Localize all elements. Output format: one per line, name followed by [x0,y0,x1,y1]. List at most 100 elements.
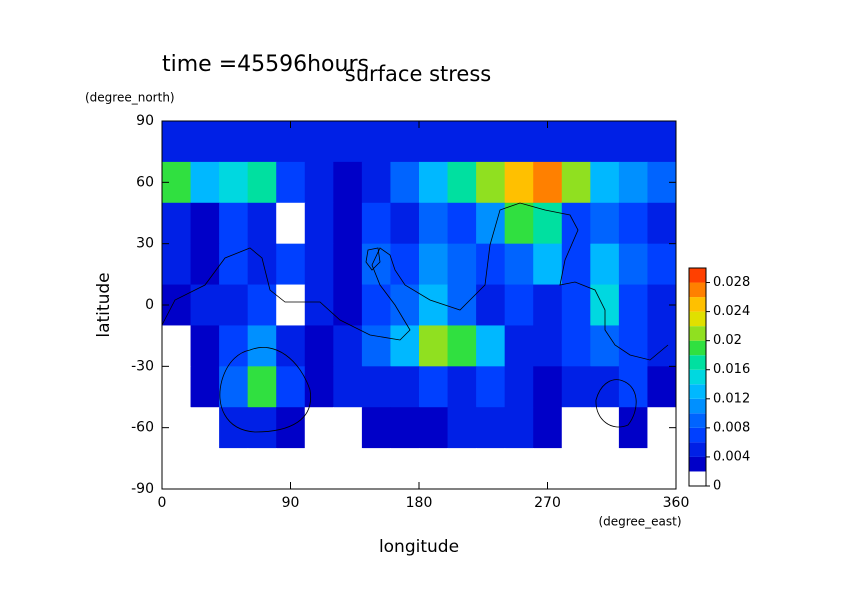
field-cell [219,243,249,286]
colorbar-band [689,456,706,472]
field-cell [162,325,192,367]
field-cell [361,407,391,449]
field-cell [476,243,506,286]
field-cell [190,161,220,204]
coastlines [161,202,669,433]
field-cell [419,121,449,163]
colorbar-band [689,369,706,385]
field-cell [561,448,591,490]
field-cell [390,366,420,408]
colorbar-tick-label: 0.016 [713,362,750,377]
field-cell [504,448,534,490]
field-cell [390,243,420,286]
field-cell [647,448,677,490]
field-cell [304,366,334,408]
field-cell [276,366,306,408]
field-cell [533,243,563,286]
field-cell [247,161,277,204]
field-cell [304,161,334,204]
field-cell [361,243,391,286]
field-cell [447,284,477,326]
field-cell [561,121,591,163]
field-cell [361,325,391,367]
field-cell [447,243,477,286]
field-cell [419,407,449,449]
chart-title: surface stress [345,62,491,86]
field-cell [276,243,306,286]
field-cell [618,161,648,204]
field-cell [647,325,677,367]
x-tick-label: 90 [282,495,300,511]
colorbar-band [689,427,706,443]
field-cell [390,121,420,163]
field-cell [276,407,306,449]
field-cell [333,448,363,490]
field-cell [190,366,220,408]
field-cell [419,284,449,326]
field-cell [390,448,420,490]
colorbar-band [689,442,706,457]
field-cell [162,448,192,490]
colorbar-tick-label: 0.008 [713,420,750,435]
field-cell [561,161,591,204]
field-cell [190,407,220,449]
field-cell [618,284,648,326]
colorbar-band [689,268,706,283]
field-cell [504,284,534,326]
field-cell [476,284,506,326]
field-cell [162,202,192,245]
field-cell [533,161,563,204]
field-cell [504,407,534,449]
field-cell [247,202,277,245]
field-cell [476,407,506,449]
field-cell [219,407,249,449]
field-cell [304,407,334,449]
y-tick-label: -90 [131,481,154,497]
field-cell [247,325,277,367]
field-cell [419,161,449,204]
field-cell [561,366,591,408]
field-cell [390,202,420,245]
field-cell [304,284,334,326]
field-cell [333,161,363,204]
colorbar-tick-label: 0.012 [713,391,750,406]
field-cell [333,407,363,449]
colorbar-band [689,471,706,486]
colorbar-tick-label: 0.02 [713,333,742,348]
y-tick-label: -60 [131,420,154,436]
field-cell [361,161,391,204]
field-cell [219,325,249,367]
x-tick-label: 270 [534,495,561,511]
field-cell [476,366,506,408]
colorbar-band [689,326,706,341]
field-cell [618,325,648,367]
field-cell [590,448,620,490]
field-cell [219,202,249,245]
field-cell [304,202,334,245]
field-cell [247,284,277,326]
field-cell [304,121,334,163]
field-cell [190,448,220,490]
field-cell [361,366,391,408]
coast [365,247,381,271]
colorbar-frame [688,267,707,487]
field-cell [533,325,563,367]
field-cell [190,243,220,286]
field-cell [590,121,620,163]
field-cell [219,284,249,326]
field-cell [618,121,648,163]
colorbar-tick-label: 0.004 [713,449,750,464]
field-cell [162,243,192,286]
colorbar-band [689,384,706,399]
field-cell [647,366,677,408]
field-cell [247,448,277,490]
field-cell [361,284,391,326]
field-cell [618,407,648,449]
field-cell [219,366,249,408]
field-cell [647,121,677,163]
x-tick-label: 0 [158,495,167,511]
field-cell [561,202,591,245]
x-tick-label: 360 [663,495,690,511]
field-cell [590,366,620,408]
